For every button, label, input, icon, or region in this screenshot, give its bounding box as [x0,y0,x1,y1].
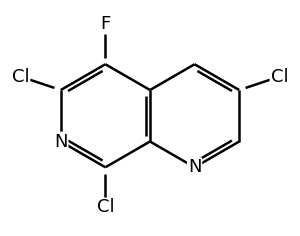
Text: Cl: Cl [12,68,29,86]
Text: F: F [100,15,110,33]
Text: N: N [54,132,68,151]
Text: Cl: Cl [271,68,288,86]
Text: N: N [188,158,201,176]
Text: Cl: Cl [97,198,114,216]
